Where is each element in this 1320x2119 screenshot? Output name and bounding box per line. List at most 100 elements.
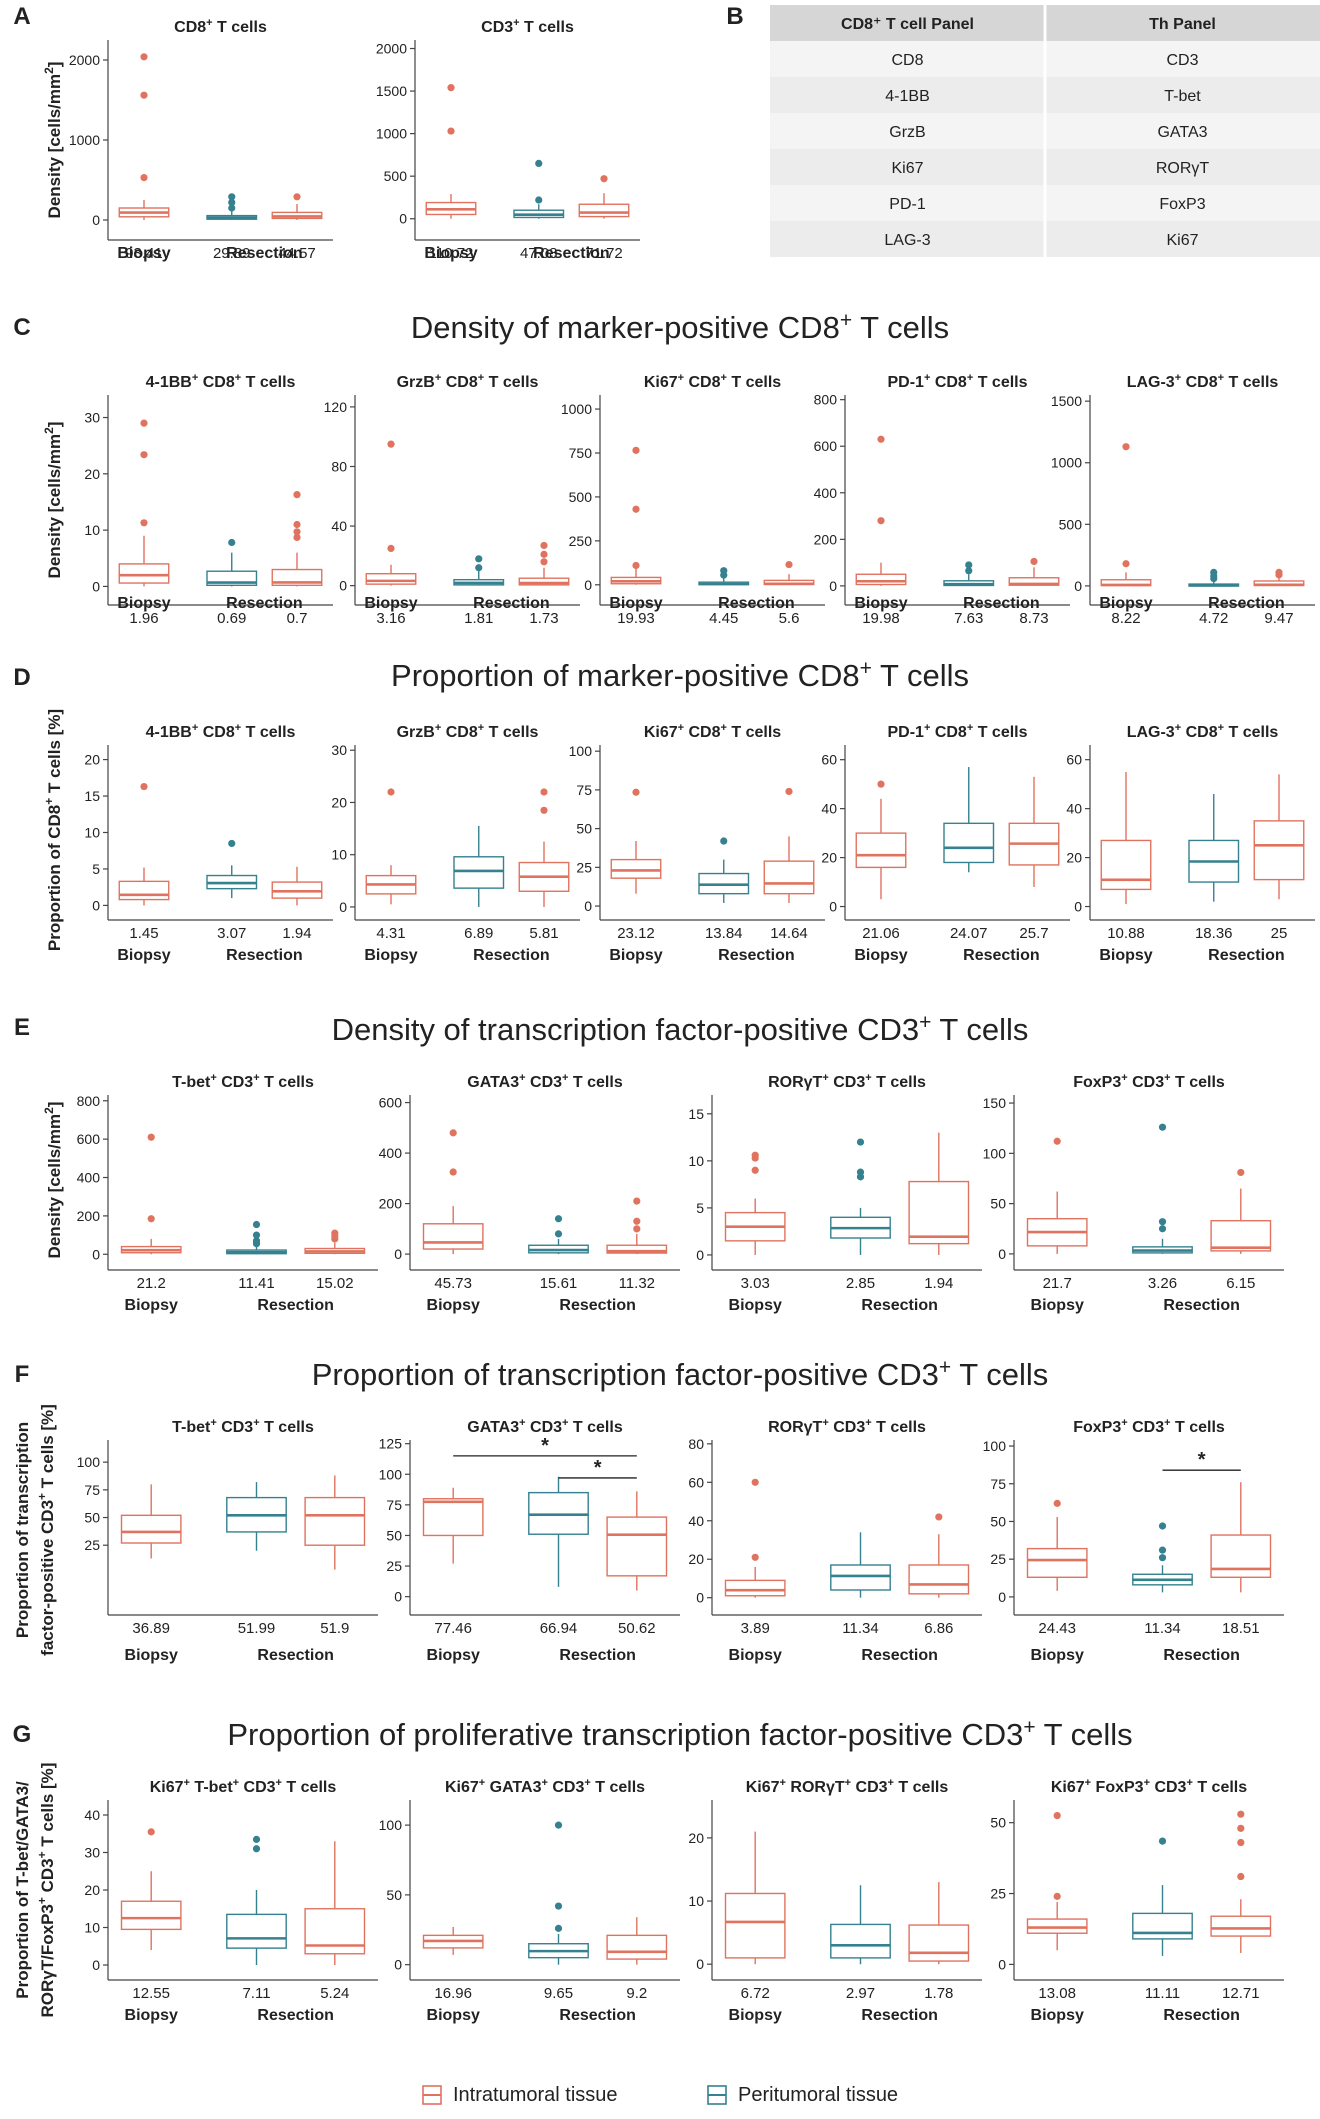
x-label-resection: Resection [1163,1297,1239,1314]
y-tick-label: 0 [92,1957,100,1973]
y-tick-label: 150 [983,1095,1007,1111]
plot-title: CD8+ T cells [174,17,267,36]
y-tick-label: 10 [84,522,100,538]
text-span: + [721,722,727,734]
median-label: 2.97 [846,1985,875,2002]
outlier-point [535,196,543,204]
box [724,1579,786,1597]
x-label-biopsy: Biopsy [1031,1647,1084,1664]
text-span: + [1175,372,1181,384]
plot-title: PD-1+ CD8+ T cells [887,372,1027,391]
y-tick-label: 0 [394,1589,402,1605]
outlier-point [252,1231,261,1239]
outlier-point [228,193,236,201]
box [830,1923,891,1959]
y-tick-label: 800 [814,392,838,408]
significance-star: * [594,1457,602,1479]
y-tick-label: 50 [386,1527,402,1543]
x-label-biopsy: Biopsy [1099,595,1152,612]
text-span: Density [cells/mm [45,74,64,219]
outlier-point [554,1902,563,1910]
x-label-resection: Resection [1208,595,1284,612]
text-span: + [513,17,519,29]
box [1008,577,1060,586]
y-tick-label: 200 [379,1196,403,1212]
text-span: + [780,1777,786,1789]
outlier-point [1275,568,1283,576]
x-label-resection: Resection [226,595,302,612]
y-tick-label: 500 [569,489,593,505]
y-tick-label: 40 [821,801,837,817]
y-tick-label: 250 [569,533,593,549]
text-span: + [184,1777,190,1789]
text-span: + [1144,1777,1150,1789]
text-span: FoxP3 [1091,1779,1144,1796]
text-span: + [840,309,852,332]
text-span: CD3 [1128,1074,1165,1091]
outlier-point [633,1197,641,1205]
y-axis-label-F: Proportion of transcription [13,1422,32,1638]
text-span: CD8 [441,374,478,391]
x-label-biopsy: Biopsy [729,1647,782,1664]
y-axis-label-D: Proportion of CD8+ T cells [%] [42,709,64,951]
text-span: 2 [42,67,56,74]
outlier-point [877,780,885,788]
outlier-point [785,787,793,796]
x-label-resection: Resection [226,245,302,262]
outlier-point [293,533,301,542]
y-tick-label: 100 [379,1466,403,1482]
x-label-resection: Resection [718,947,794,964]
x-label-biopsy: Biopsy [125,1647,178,1664]
outlier-point [228,198,236,206]
median-label: 12.71 [1222,1985,1260,2002]
outlier-point [293,491,301,499]
text-span: T cells [591,1779,645,1796]
y-tick-label: 40 [688,1513,704,1529]
text-span: T cells [1036,1717,1133,1752]
outlier-point [856,1168,865,1176]
text-span: GrzB [397,724,435,741]
section-title-D: Proportion of marker-positive CD8+ T cel… [391,657,969,694]
median-label: 24.43 [1038,1620,1076,1637]
text-span: T cells [1224,374,1278,391]
text-span: T cells [260,1074,314,1091]
outlier-point [1122,560,1130,568]
y-tick-label: 15 [84,788,100,804]
y-tick-label: 20 [331,794,347,810]
y-tick-label: 1000 [376,126,407,142]
text-span: + [541,1777,547,1789]
outlier-point [228,538,236,547]
median-label: 9.47 [1264,610,1293,627]
panel-letter-E: E [14,1014,30,1041]
box [518,577,570,586]
outlier-point [387,440,395,448]
text-span: + [1175,722,1181,734]
table-cell: CD3 [1166,52,1198,69]
y-tick-label: 0 [394,1957,402,1973]
outlier-point [1158,1218,1167,1226]
y-tick-label: 0 [829,899,837,915]
median-label: 5.81 [529,925,558,942]
x-label-biopsy: Biopsy [1031,1297,1084,1314]
text-span: GATA3 [467,1074,519,1091]
median-label: 4.31 [376,925,405,942]
text-span: T cells [%] [38,1763,57,1852]
outlier-point [293,520,301,529]
x-label-resection: Resection [963,947,1039,964]
median-label: 0.69 [217,610,246,627]
outlier-point [331,1229,339,1237]
plot-title: GATA3+ CD3+ T cells [467,1072,623,1091]
y-tick-label: 400 [814,485,838,501]
y-tick-label: 0 [92,578,100,594]
box [120,1514,182,1544]
text-span: Density [cells/mm [45,434,64,579]
text-span: + [478,372,484,384]
legend: Intratumoral tissue Peritumoral tissue [422,2084,898,2106]
text-span: + [479,1777,485,1789]
text-span: RORγT [768,1419,822,1436]
y-tick-label: 200 [814,531,838,547]
